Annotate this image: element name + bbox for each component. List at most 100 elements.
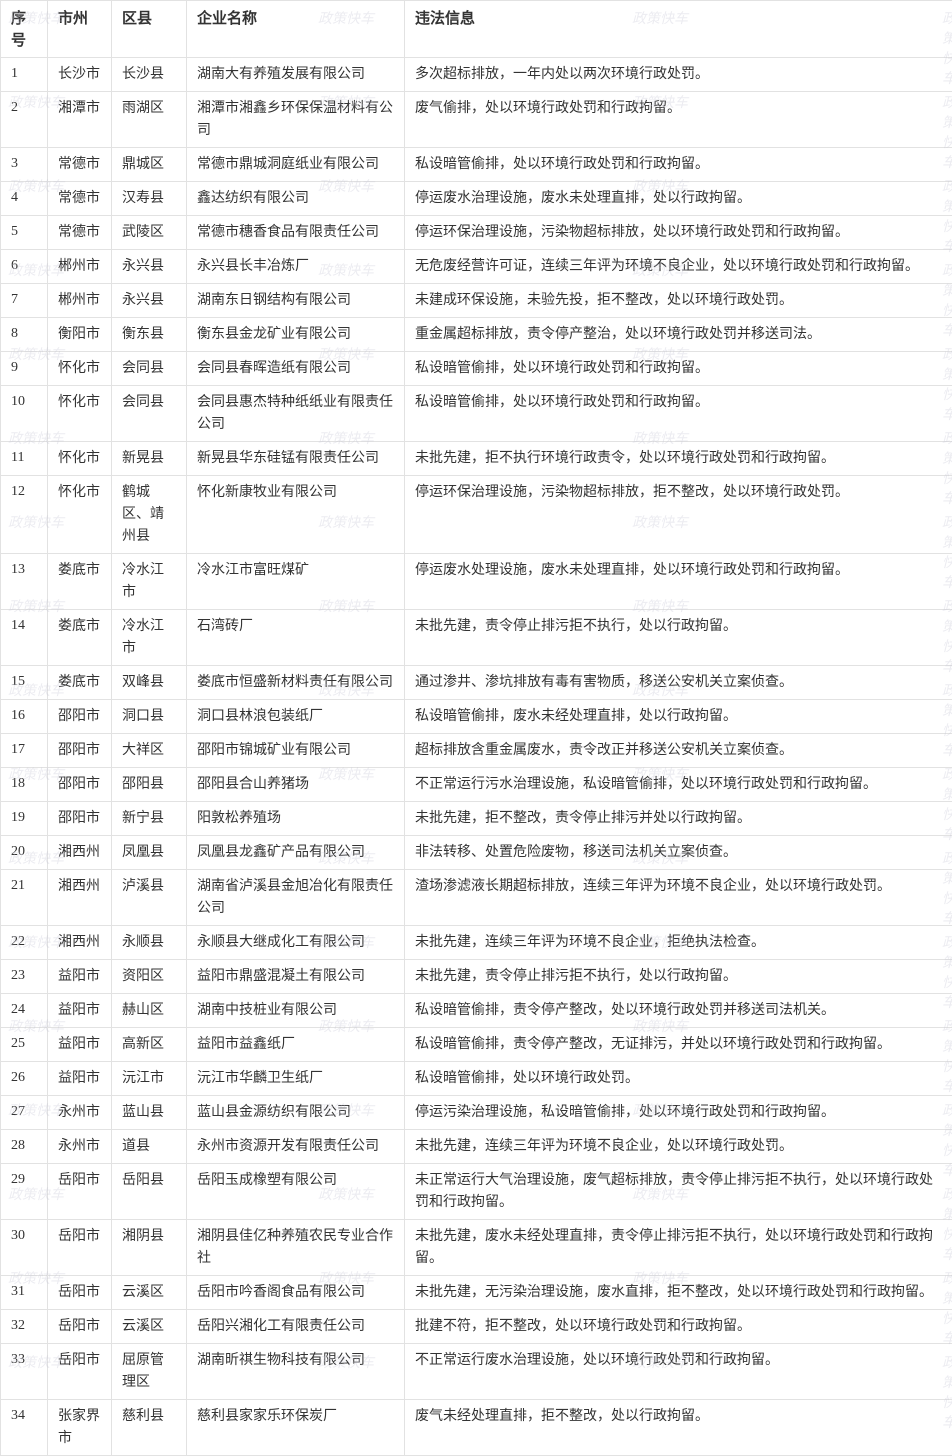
cell-city: 怀化市 (48, 386, 112, 442)
cell-city: 永州市 (48, 1096, 112, 1130)
cell-district: 慈利县 (112, 1400, 187, 1456)
cell-index: 12 (1, 476, 48, 554)
cell-city: 益阳市 (48, 1028, 112, 1062)
cell-violation: 私设暗管偷排，责令停产整改，无证排污，并处以环境行政处罚和行政拘留。 (405, 1028, 952, 1062)
cell-index: 15 (1, 666, 48, 700)
cell-violation: 未批先建，废水未经处理直排，责令停止排污拒不执行，处以环境行政处罚和行政拘留。 (405, 1220, 952, 1276)
cell-violation: 废气未经处理直排，拒不整改，处以行政拘留。 (405, 1400, 952, 1456)
cell-index: 33 (1, 1344, 48, 1400)
cell-violation: 不正常运行废水治理设施，处以环境行政处罚和行政拘留。 (405, 1344, 952, 1400)
cell-company: 永顺县大继成化工有限公司 (187, 926, 405, 960)
cell-city: 岳阳市 (48, 1220, 112, 1276)
cell-violation: 停运环保治理设施，污染物超标排放，处以环境行政处罚和行政拘留。 (405, 216, 952, 250)
cell-company: 永兴县长丰冶炼厂 (187, 250, 405, 284)
cell-district: 资阳区 (112, 960, 187, 994)
cell-violation: 无危废经营许可证，连续三年评为环境不良企业，处以环境行政处罚和行政拘留。 (405, 250, 952, 284)
cell-violation: 未批先建，连续三年评为环境不良企业，拒绝执法检查。 (405, 926, 952, 960)
cell-company: 湖南中技桩业有限公司 (187, 994, 405, 1028)
cell-index: 20 (1, 836, 48, 870)
table-header-row: 序号 市州 区县 企业名称 违法信息 (1, 1, 952, 58)
cell-city: 张家界市 (48, 1400, 112, 1456)
cell-city: 娄底市 (48, 610, 112, 666)
cell-index: 10 (1, 386, 48, 442)
cell-district: 道县 (112, 1130, 187, 1164)
cell-city: 永州市 (48, 1130, 112, 1164)
cell-district: 永兴县 (112, 250, 187, 284)
cell-company: 邵阳市锦城矿业有限公司 (187, 734, 405, 768)
cell-district: 永顺县 (112, 926, 187, 960)
cell-district: 云溪区 (112, 1276, 187, 1310)
cell-violation: 未批先建，责令停止排污拒不执行，处以行政拘留。 (405, 610, 952, 666)
cell-district: 邵阳县 (112, 768, 187, 802)
cell-index: 3 (1, 148, 48, 182)
cell-company: 湖南昕祺生物科技有限公司 (187, 1344, 405, 1400)
cell-index: 18 (1, 768, 48, 802)
cell-district: 沅江市 (112, 1062, 187, 1096)
cell-violation: 重金属超标排放，责令停产整治，处以环境行政处罚并移送司法。 (405, 318, 952, 352)
cell-company: 湖南东日钢结构有限公司 (187, 284, 405, 318)
cell-city: 邵阳市 (48, 768, 112, 802)
cell-index: 9 (1, 352, 48, 386)
cell-company: 沅江市华麟卫生纸厂 (187, 1062, 405, 1096)
cell-city: 湘西州 (48, 836, 112, 870)
cell-city: 娄底市 (48, 666, 112, 700)
cell-index: 1 (1, 58, 48, 92)
header-index: 序号 (1, 1, 48, 58)
cell-city: 岳阳市 (48, 1276, 112, 1310)
cell-violation: 未批先建，拒不整改，责令停止排污并处以行政拘留。 (405, 802, 952, 836)
cell-city: 常德市 (48, 216, 112, 250)
cell-district: 新宁县 (112, 802, 187, 836)
cell-district: 云溪区 (112, 1310, 187, 1344)
cell-violation: 未批先建，连续三年评为环境不良企业，处以环境行政处罚。 (405, 1130, 952, 1164)
cell-index: 2 (1, 92, 48, 148)
cell-company: 蓝山县金源纺织有限公司 (187, 1096, 405, 1130)
cell-index: 26 (1, 1062, 48, 1096)
cell-company: 永州市资源开发有限责任公司 (187, 1130, 405, 1164)
cell-district: 新晃县 (112, 442, 187, 476)
cell-city: 怀化市 (48, 352, 112, 386)
cell-violation: 停运污染治理设施，私设暗管偷排，处以环境行政处罚和行政拘留。 (405, 1096, 952, 1130)
cell-district: 湘阴县 (112, 1220, 187, 1276)
cell-company: 娄底市恒盛新材料责任有限公司 (187, 666, 405, 700)
cell-district: 凤凰县 (112, 836, 187, 870)
cell-city: 邵阳市 (48, 700, 112, 734)
cell-district: 洞口县 (112, 700, 187, 734)
cell-district: 会同县 (112, 386, 187, 442)
cell-index: 4 (1, 182, 48, 216)
cell-violation: 未批先建，拒不执行环境行政责令，处以环境行政处罚和行政拘留。 (405, 442, 952, 476)
cell-city: 岳阳市 (48, 1344, 112, 1400)
cell-city: 益阳市 (48, 1062, 112, 1096)
cell-company: 岳阳玉成橡塑有限公司 (187, 1164, 405, 1220)
cell-violation: 停运废水治理设施，废水未处理直排，处以行政拘留。 (405, 182, 952, 216)
cell-district: 双峰县 (112, 666, 187, 700)
cell-violation: 多次超标排放，一年内处以两次环境行政处罚。 (405, 58, 952, 92)
cell-city: 娄底市 (48, 554, 112, 610)
cell-city: 长沙市 (48, 58, 112, 92)
cell-district: 大祥区 (112, 734, 187, 768)
cell-company: 邵阳县合山养猪场 (187, 768, 405, 802)
cell-violation: 停运环保治理设施，污染物超标排放，拒不整改，处以环境行政处罚。 (405, 476, 952, 554)
cell-index: 8 (1, 318, 48, 352)
cell-index: 17 (1, 734, 48, 768)
cell-company: 阳敦松养殖场 (187, 802, 405, 836)
cell-index: 24 (1, 994, 48, 1028)
cell-company: 益阳市鼎盛混凝土有限公司 (187, 960, 405, 994)
cell-district: 长沙县 (112, 58, 187, 92)
cell-violation: 停运废水处理设施，废水未处理直排，处以环境行政处罚和行政拘留。 (405, 554, 952, 610)
cell-city: 益阳市 (48, 994, 112, 1028)
cell-district: 赫山区 (112, 994, 187, 1028)
